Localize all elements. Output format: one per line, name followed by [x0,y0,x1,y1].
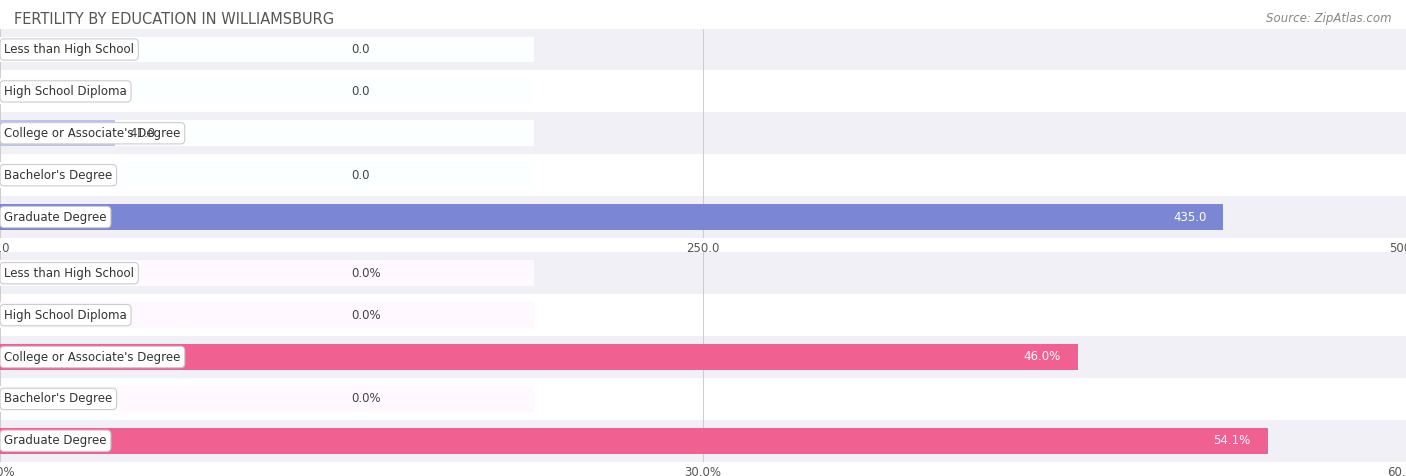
Bar [0,378,1406,420]
Text: Less than High School: Less than High School [4,43,134,56]
Bar [0,162,534,188]
Text: College or Associate's Degree: College or Associate's Degree [4,350,180,364]
Bar [0,336,1406,378]
Text: Graduate Degree: Graduate Degree [4,434,107,447]
Bar [0,70,1406,112]
Text: 41.0: 41.0 [129,127,156,140]
Bar [0,37,534,62]
Bar [0,344,534,370]
Text: 0.0%: 0.0% [352,308,381,322]
Bar [0,344,1078,370]
Bar [0,120,115,146]
Text: 0.0: 0.0 [352,43,370,56]
Text: Bachelor's Degree: Bachelor's Degree [4,169,112,182]
Text: FERTILITY BY EDUCATION IN WILLIAMSBURG: FERTILITY BY EDUCATION IN WILLIAMSBURG [14,12,335,27]
Text: 0.0: 0.0 [352,169,370,182]
Bar [0,428,534,454]
Bar [0,302,534,328]
Text: College or Associate's Degree: College or Associate's Degree [4,127,180,140]
Text: Graduate Degree: Graduate Degree [4,210,107,224]
Bar [0,204,1223,230]
Bar [0,120,534,146]
Bar [0,428,1268,454]
Text: 0.0%: 0.0% [352,267,381,280]
Text: 0.0: 0.0 [352,85,370,98]
Bar [0,112,1406,154]
Text: High School Diploma: High School Diploma [4,85,127,98]
Bar [0,154,1406,196]
Bar [0,252,1406,294]
Text: Bachelor's Degree: Bachelor's Degree [4,392,112,406]
Text: 435.0: 435.0 [1173,210,1206,224]
Bar [0,294,1406,336]
Text: 54.1%: 54.1% [1213,434,1251,447]
Text: 46.0%: 46.0% [1024,350,1062,364]
Text: Less than High School: Less than High School [4,267,134,280]
Bar [0,386,534,412]
Text: Source: ZipAtlas.com: Source: ZipAtlas.com [1267,12,1392,25]
Bar [0,204,534,230]
Bar [0,29,1406,70]
Bar [0,79,534,104]
Bar [0,260,534,286]
Text: 0.0%: 0.0% [352,392,381,406]
Bar [0,420,1406,462]
Bar [0,196,1406,238]
Text: High School Diploma: High School Diploma [4,308,127,322]
